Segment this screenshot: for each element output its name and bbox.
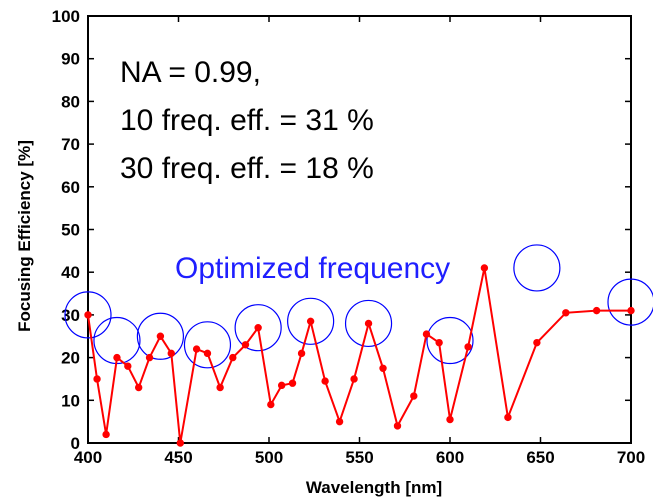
data-point-26 (393, 422, 402, 430)
y-tick-label-70: 70 (61, 135, 80, 154)
data-point-34 (533, 338, 541, 347)
data-point-31 (464, 343, 472, 351)
optimized-circle-600 (426, 316, 474, 365)
data-point-22 (335, 417, 344, 426)
x-tick-label-550: 550 (345, 448, 373, 467)
y-tick-label-100: 100 (52, 7, 80, 26)
data-point-0 (84, 311, 92, 319)
x-tick-label-650: 650 (526, 448, 554, 467)
annotation-10-freq: 10 freq. eff. = 31 % (120, 104, 374, 137)
y-tick-label-50: 50 (61, 221, 80, 240)
efficiency-line (87, 267, 631, 444)
data-point-7 (156, 332, 165, 340)
data-point-17 (277, 381, 286, 390)
data-point-12 (216, 383, 224, 392)
data-point-4 (124, 362, 132, 370)
data-point-18 (288, 379, 297, 387)
data-point-23 (350, 375, 358, 383)
data-point-15 (254, 324, 262, 332)
optimized-circle-440 (136, 312, 184, 360)
data-point-5 (134, 383, 143, 392)
y-tick-label-0: 0 (71, 434, 80, 453)
optimized-circle-648 (513, 244, 561, 292)
data-point-21 (321, 377, 329, 385)
data-point-3 (113, 353, 121, 362)
data-point-9 (176, 439, 185, 447)
y-tick-label-40: 40 (61, 263, 80, 282)
x-tick-label-700: 700 (617, 448, 645, 467)
data-point-13 (229, 353, 237, 362)
data-point-33 (504, 413, 512, 422)
data-point-2 (102, 430, 110, 439)
data-point-6 (145, 353, 154, 362)
data-point-20 (306, 317, 315, 326)
data-point-36 (592, 306, 601, 315)
optimized-circle-700 (607, 278, 653, 326)
y-tick-label-60: 60 (61, 178, 80, 197)
data-point-8 (167, 349, 175, 358)
y-tick-label-80: 80 (61, 92, 80, 111)
x-tick-label-450: 450 (164, 448, 192, 467)
optimized-frequency-circles (64, 244, 653, 369)
data-point-14 (241, 341, 250, 349)
x-tick-label-400: 400 (74, 448, 102, 467)
data-point-28 (422, 330, 431, 338)
data-point-35 (562, 309, 570, 317)
optimized-circle-466 (183, 321, 232, 369)
annotation-30-freq: 30 freq. eff. = 18 % (120, 152, 374, 185)
data-point-27 (410, 392, 418, 400)
data-point-19 (297, 349, 306, 358)
data-point-37 (627, 306, 635, 315)
y-tick-label-90: 90 (61, 50, 80, 69)
data-point-30 (446, 415, 454, 424)
data-point-11 (203, 349, 212, 358)
data-point-25 (379, 364, 387, 372)
x-tick-label-600: 600 (436, 448, 464, 467)
optimized-circle-555 (344, 299, 393, 348)
efficiency-series (84, 264, 635, 447)
annotation-optimized-frequency: Optimized frequency (175, 252, 450, 285)
x-tick-label-500: 500 (255, 448, 283, 467)
optimized-circle-400 (64, 291, 112, 339)
data-point-16 (267, 400, 275, 409)
annotation-na: NA = 0.99, (120, 56, 261, 89)
data-point-10 (192, 345, 201, 353)
data-point-32 (480, 264, 489, 272)
data-point-29 (435, 338, 443, 347)
y-tick-label-20: 20 (61, 349, 80, 368)
data-point-1 (93, 375, 101, 383)
optimized-circle-523 (287, 297, 335, 345)
y-axis-title: Focusing Efficiency [%] (15, 140, 34, 332)
y-tick-label-30: 30 (61, 306, 80, 325)
x-axis-title: Wavelength [nm] (306, 478, 442, 497)
y-tick-label-10: 10 (61, 391, 80, 410)
axis-ticks: 400 450 500 550 600 650 700 0 10 20 30 40 50 60 70 80 90… (52, 7, 646, 467)
optimized-circle-494 (234, 304, 282, 352)
data-point-24 (364, 319, 373, 328)
